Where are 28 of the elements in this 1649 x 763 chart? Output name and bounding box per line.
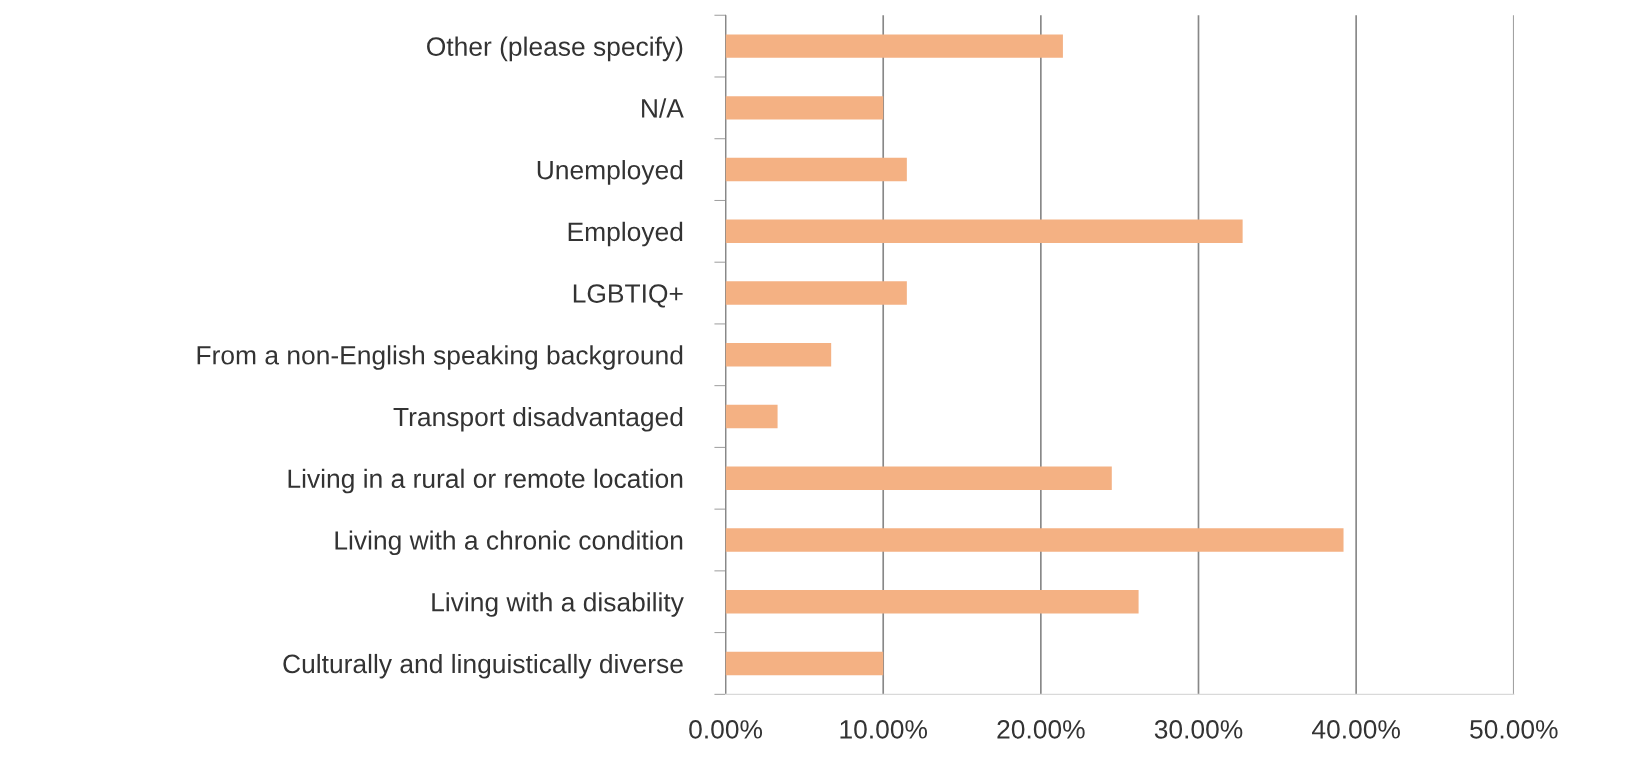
x-tick-label: 10.00%	[840, 720, 928, 739]
y-tick-label: N/A	[642, 98, 684, 118]
bar	[725, 96, 884, 120]
bar	[725, 528, 1344, 552]
bar	[725, 157, 907, 182]
bar	[725, 219, 1243, 244]
y-tick-label: Employed	[568, 221, 683, 247]
y-tick-label: Living in a rural or remote location	[288, 468, 683, 494]
y-tick-label: Culturally and linguistically diverse	[283, 653, 683, 679]
x-tick-label: 0.00%	[689, 720, 763, 739]
bar	[725, 343, 832, 367]
x-tick-label: 20.00%	[997, 720, 1085, 739]
y-tick-label: From a non-English speaking background	[197, 345, 683, 370]
bar	[725, 281, 907, 305]
bar	[725, 590, 1139, 614]
bar	[725, 651, 884, 676]
y-tick-label: Living with a chronic condition	[335, 530, 683, 556]
bar	[725, 404, 778, 429]
y-tick-label: Unemployed	[537, 160, 683, 185]
x-tick-label: 40.00%	[1312, 720, 1400, 739]
y-tick-label: Living with a disability	[432, 592, 684, 617]
y-tick-label: Transport disadvantaged	[393, 406, 683, 432]
bar	[725, 466, 1112, 490]
y-tick-label: Other (please specify)	[427, 36, 683, 62]
y-tick-label: LGBTIQ+	[573, 284, 683, 308]
x-tick-label: 30.00%	[1154, 720, 1243, 739]
x-tick-label: 50.00%	[1470, 720, 1558, 739]
bar	[725, 34, 1063, 58]
